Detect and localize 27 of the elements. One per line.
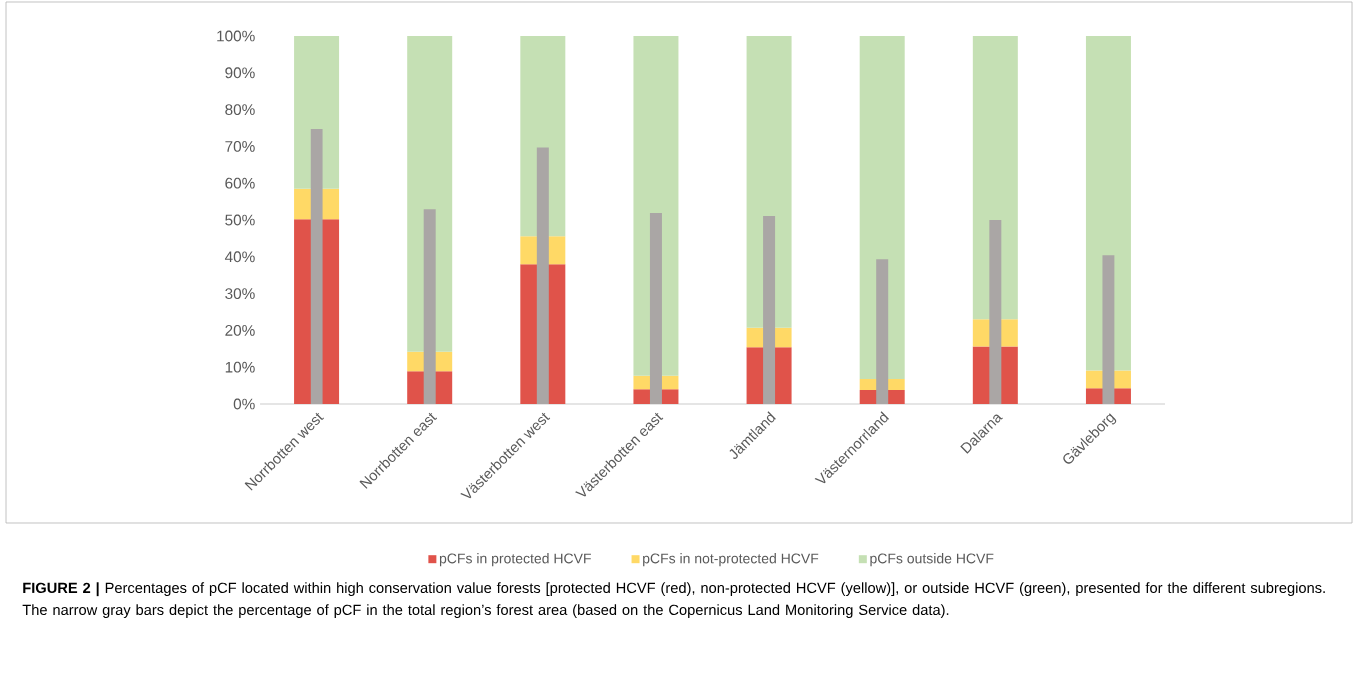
bar xyxy=(649,213,662,404)
text: FIGURE 2 | Percentages of pCF located within high conservation value forests [protected HCVF (red), non-protected HCVF (yellow)], or outside HCVF (green), presented for the different subregions. The narrow gray bars depict the percentage of pCF in the total region’s forest area (based on the Copernicus Land Monitoring Service data). xyxy=(22,582,1325,618)
y-tick-label: 30% xyxy=(225,288,255,300)
y-tick-label: 100% xyxy=(217,30,255,42)
bar xyxy=(1102,255,1115,404)
bar xyxy=(972,35,1018,320)
legend-label: pCFs in protected HCVF xyxy=(439,553,591,567)
bar xyxy=(423,209,436,404)
y-tick-label: 60% xyxy=(225,177,255,189)
bar xyxy=(876,259,889,404)
legend-label: pCFs outside HCVF xyxy=(870,553,994,567)
y-tick-label: 0% xyxy=(233,398,255,410)
y-tick-label: 80% xyxy=(225,104,255,116)
bar xyxy=(746,35,792,328)
y-tick-label: 70% xyxy=(225,140,255,152)
bar xyxy=(989,220,1002,404)
y-tick-label: 20% xyxy=(225,324,255,336)
bar xyxy=(859,35,905,379)
bar xyxy=(536,147,549,404)
bar xyxy=(763,215,776,404)
y-tick-label: 40% xyxy=(224,251,255,263)
bar xyxy=(1085,35,1131,371)
bar xyxy=(310,129,323,404)
y-tick-label: 50% xyxy=(225,214,255,226)
legend-label: pCFs in not-protected HCVF xyxy=(643,553,819,567)
y-tick-label: 10% xyxy=(225,361,255,373)
y-tick-label: 90% xyxy=(225,67,255,79)
